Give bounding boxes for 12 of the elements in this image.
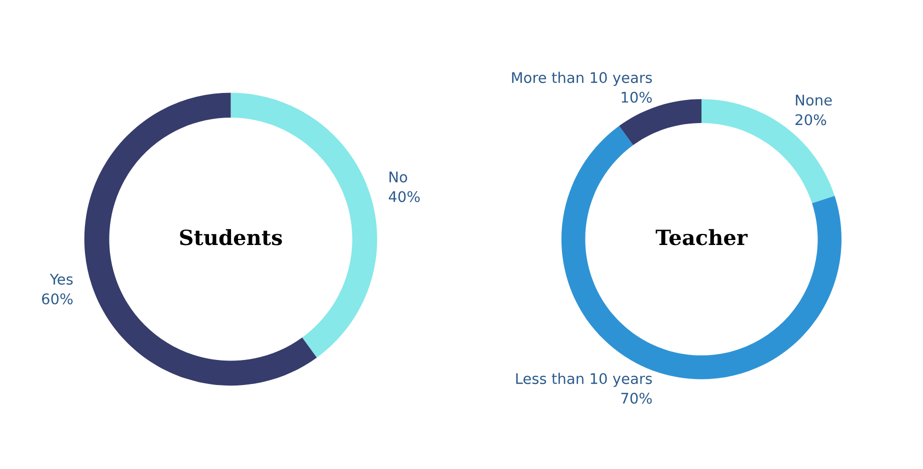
slice-label: More than 10 years [512, 72, 652, 86]
slice-label: No [390, 172, 408, 182]
data-label: 40% [388, 191, 420, 202]
slice-label: None [796, 94, 832, 106]
text: Teacher [656, 229, 748, 246]
data-label: 10% [622, 92, 652, 103]
data-label: 20% [796, 114, 826, 126]
text: Students [180, 229, 282, 246]
slice-label: Yes [50, 274, 73, 285]
data-label: 70% [621, 392, 652, 404]
slice-label: Less than 10 years [516, 372, 652, 387]
data-label: 60% [42, 293, 73, 304]
